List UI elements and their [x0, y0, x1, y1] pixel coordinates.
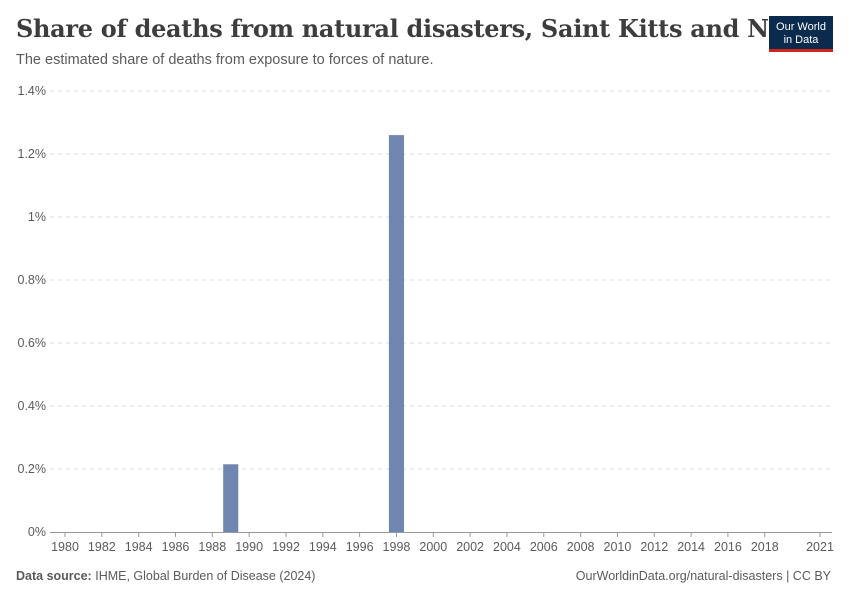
y-tick-label: 1.4% — [18, 84, 47, 98]
x-tick-label: 1998 — [383, 540, 411, 554]
data-source-link[interactable]: IHME, Global Burden of Disease (2024) — [95, 569, 316, 583]
x-tick-label: 1986 — [162, 540, 190, 554]
x-tick-label: 2002 — [456, 540, 484, 554]
data-source: Data source: IHME, Global Burden of Dise… — [16, 569, 315, 583]
x-tick-label: 2014 — [677, 540, 705, 554]
footer-link[interactable]: OurWorldinData.org/natural-disasters | C… — [575, 569, 831, 583]
x-tick-label: 1982 — [88, 540, 116, 554]
x-tick-label: 1984 — [125, 540, 153, 554]
x-tick-label: 1980 — [51, 540, 79, 554]
x-tick-label: 2021 — [806, 540, 834, 554]
x-tick-label: 2012 — [640, 540, 668, 554]
x-tick-label: 2000 — [419, 540, 447, 554]
chart-title: Share of deaths from natural disasters, … — [16, 14, 820, 43]
x-tick-label: 2018 — [751, 540, 779, 554]
chart-subtitle: The estimated share of deaths from expos… — [16, 52, 434, 68]
owid-logo[interactable]: Our World in Data — [769, 16, 833, 52]
x-tick-label: 1992 — [272, 540, 300, 554]
x-tick-label: 2010 — [604, 540, 632, 554]
x-tick-label: 2016 — [714, 540, 742, 554]
logo-line-2: in Data — [783, 33, 819, 46]
x-tick-label: 2006 — [530, 540, 558, 554]
x-tick-label: 1988 — [198, 540, 226, 554]
x-tick-label: 2008 — [567, 540, 595, 554]
y-tick-label: 0% — [28, 525, 46, 539]
x-tick-label: 1996 — [346, 540, 374, 554]
x-tick-label: 1994 — [309, 540, 337, 554]
y-tick-label: 1.2% — [18, 147, 47, 161]
y-tick-label: 0.2% — [18, 462, 47, 476]
x-tick-label: 2004 — [493, 540, 521, 554]
data-bar — [223, 464, 239, 532]
y-tick-label: 1% — [28, 210, 46, 224]
y-tick-label: 0.6% — [18, 336, 47, 350]
logo-line-1: Our World — [776, 21, 826, 33]
data-source-label: Data source: — [16, 569, 92, 583]
x-tick-label: 1990 — [235, 540, 263, 554]
data-bar — [388, 135, 405, 532]
y-tick-label: 0.8% — [18, 273, 47, 287]
y-tick-label: 0.4% — [18, 399, 47, 413]
